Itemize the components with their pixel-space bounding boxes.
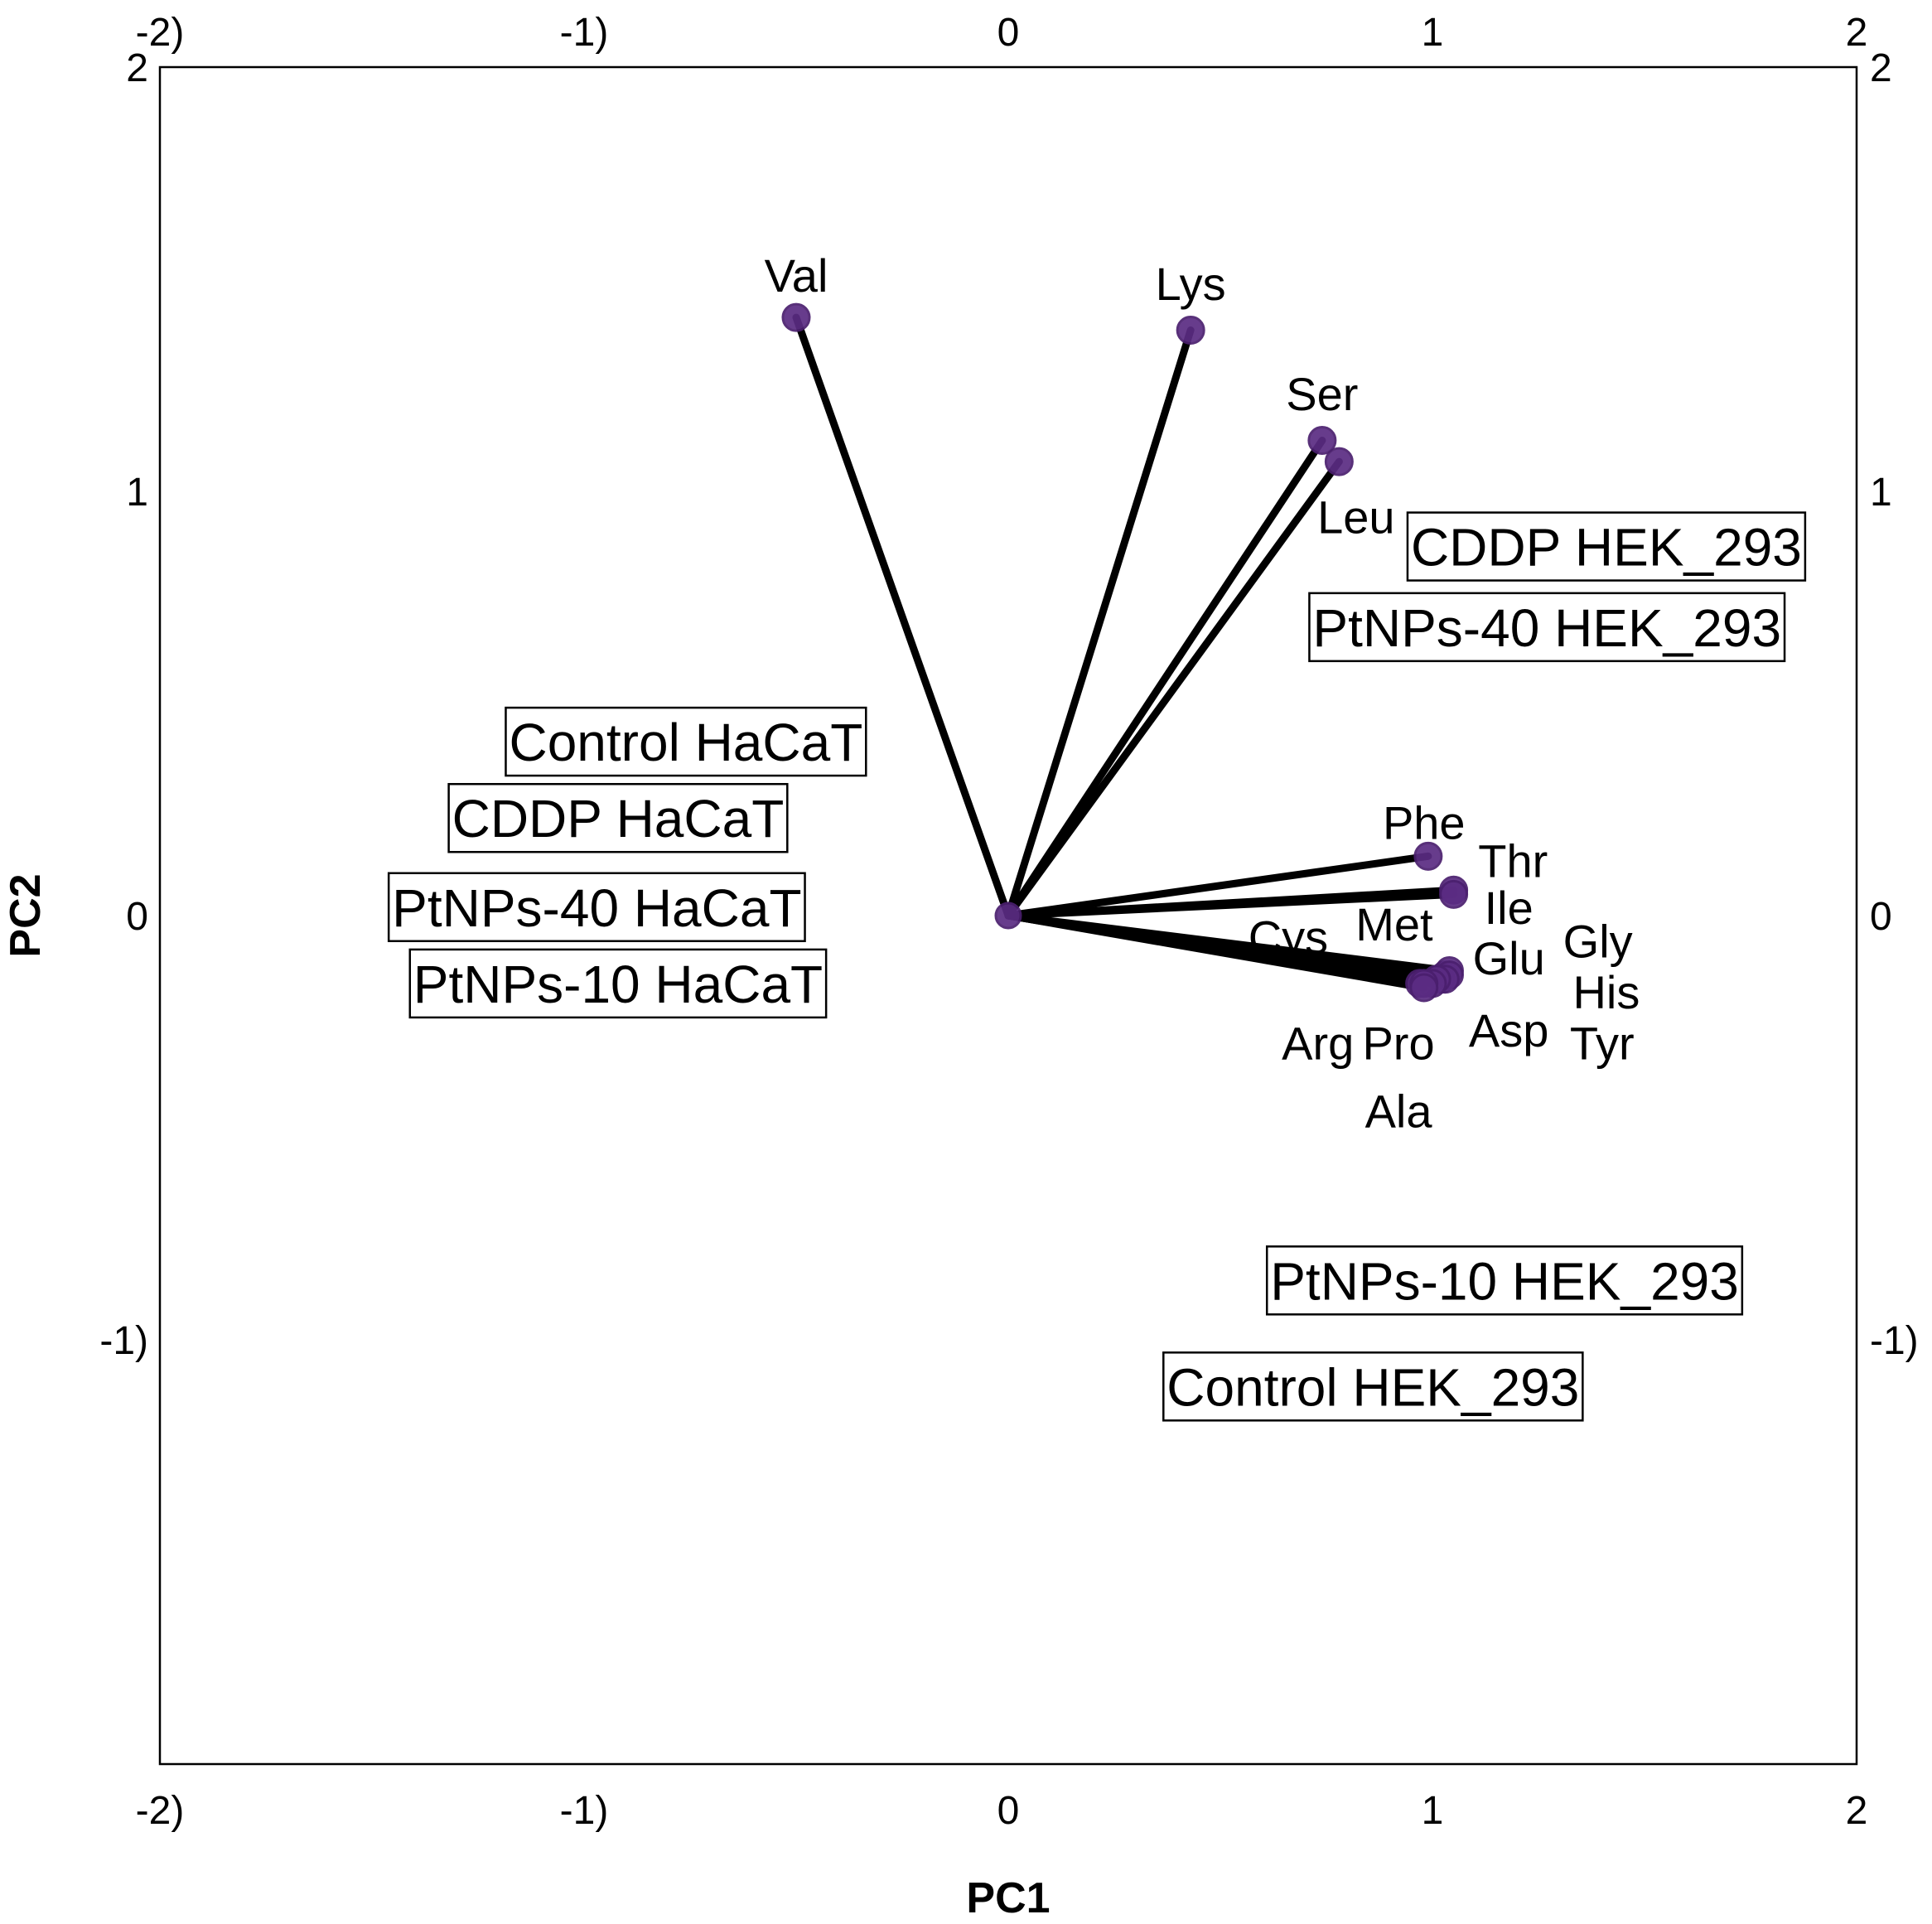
- sample-labels: CDDP HEK_293 PtNPs-40 HEK_293 Control HaCa…: [387, 511, 1807, 1422]
- loading-point-lys: [1176, 315, 1205, 345]
- variable-label-pro: Pro: [1362, 1018, 1434, 1070]
- variable-label-his: His: [1572, 966, 1640, 1018]
- sample-label-text: PtNPs-40 HaCaT: [392, 878, 801, 938]
- sample-label-box: CDDP HEK_293: [1406, 511, 1807, 582]
- loading-point-ser: [1307, 426, 1337, 456]
- loading-point-ile: [1439, 879, 1469, 909]
- loading-point-leu: [1324, 447, 1354, 476]
- variable-label-cys: Cys: [1249, 911, 1328, 964]
- x-tick-label-top: 2: [1846, 11, 1868, 55]
- variable-label-ala: Ala: [1365, 1085, 1433, 1138]
- y-tick-label-left: -1): [99, 1319, 148, 1363]
- y-axis-title: PC2: [2, 873, 50, 957]
- loading-vector-ala: [1004, 911, 1428, 992]
- x-tick-label-top: -2): [136, 11, 185, 55]
- variable-label-leu: Leu: [1317, 491, 1394, 544]
- variable-label-met: Met: [1355, 898, 1433, 950]
- plot-frame: [158, 65, 1858, 1766]
- loading-vector-ser: [1004, 437, 1326, 920]
- x-tick-label-bottom: 0: [997, 1789, 1020, 1833]
- sample-label-text: PtNPs-40 HEK_293: [1312, 598, 1781, 658]
- sample-label-text: CDDP HEK_293: [1411, 518, 1802, 578]
- y-tick-label-right: 1: [1870, 471, 1892, 515]
- variable-label-glu: Glu: [1473, 932, 1545, 984]
- y-tick-label-right: 0: [1870, 895, 1892, 939]
- loading-vector-ile: [1004, 890, 1458, 920]
- variable-label-asp: Asp: [1469, 1004, 1549, 1056]
- sample-label-box: PtNPs-40 HEK_293: [1308, 592, 1786, 663]
- sample-box-frame: [1308, 592, 1786, 663]
- x-axis-title: PC1: [966, 1874, 1050, 1922]
- origin-point: [994, 902, 1022, 930]
- sample-label-box: Control HEK_293: [1162, 1351, 1584, 1422]
- sample-label-text: PtNPs-10 HaCaT: [413, 955, 823, 1014]
- sample-label-box: Control HaCaT: [505, 706, 867, 777]
- sample-box-frame: [408, 948, 828, 1019]
- x-tick-label-bottom: -2): [136, 1789, 185, 1833]
- variable-label-tyr: Tyr: [1570, 1018, 1635, 1070]
- variable-label-val: Val: [765, 249, 828, 302]
- x-tick-label-bottom: 1: [1422, 1789, 1444, 1833]
- variable-label-arg: Arg: [1282, 1018, 1354, 1070]
- sample-box-frame: [1406, 511, 1807, 582]
- sample-label-text: Control HaCaT: [509, 713, 862, 772]
- sample-label-box: PtNPs-10 HaCaT: [408, 948, 828, 1019]
- x-tick-label-top: -1): [560, 11, 609, 55]
- loading-vector-val: [792, 313, 1012, 920]
- x-tick-label-top: 0: [997, 11, 1020, 55]
- sample-label-text: Control HEK_293: [1166, 1357, 1579, 1417]
- sample-label-box: PtNPs-10 HEK_293: [1265, 1245, 1744, 1316]
- x-tick-label-bottom: 2: [1846, 1789, 1868, 1833]
- loading-point-phe: [1413, 841, 1443, 871]
- loading-point-val: [781, 302, 811, 332]
- loading-point-ala: [1409, 973, 1439, 1003]
- variable-label-thr: Thr: [1478, 834, 1548, 887]
- y-tick-label-right: -1): [1870, 1319, 1919, 1363]
- sample-label-box: PtNPs-40 HaCaT: [387, 872, 806, 943]
- variable-label-phe: Phe: [1383, 796, 1466, 848]
- sample-label-box: CDDP HaCaT: [447, 782, 789, 853]
- x-tick-label-top: 1: [1422, 11, 1444, 55]
- loading-vector-lys: [1004, 326, 1195, 920]
- variable-label-lys: Lys: [1156, 258, 1226, 310]
- loading-vector-leu: [1004, 457, 1343, 920]
- sample-label-text: PtNPs-10 HEK_293: [1270, 1251, 1739, 1311]
- y-tick-label-right: 2: [1870, 46, 1892, 90]
- y-tick-label-left: 1: [126, 471, 148, 515]
- sample-box-frame: [447, 782, 789, 853]
- sample-label-text: CDDP HaCaT: [452, 789, 785, 848]
- variable-label-ser: Ser: [1286, 368, 1358, 420]
- loading-vector-phe: [1004, 852, 1432, 920]
- sample-box-frame: [1162, 1351, 1584, 1422]
- x-tick-label-bottom: -1): [560, 1789, 609, 1833]
- loading-vectors: [792, 313, 1458, 992]
- y-tick-label-left: 0: [126, 895, 148, 939]
- loading-points: [781, 302, 1469, 1003]
- sample-box-frame: [387, 872, 806, 943]
- variable-label-ile: Ile: [1485, 882, 1534, 934]
- y-tick-label-left: 2: [126, 46, 148, 90]
- sample-box-frame: [505, 706, 867, 777]
- sample-box-frame: [1265, 1245, 1744, 1316]
- variable-label-gly: Gly: [1563, 916, 1633, 968]
